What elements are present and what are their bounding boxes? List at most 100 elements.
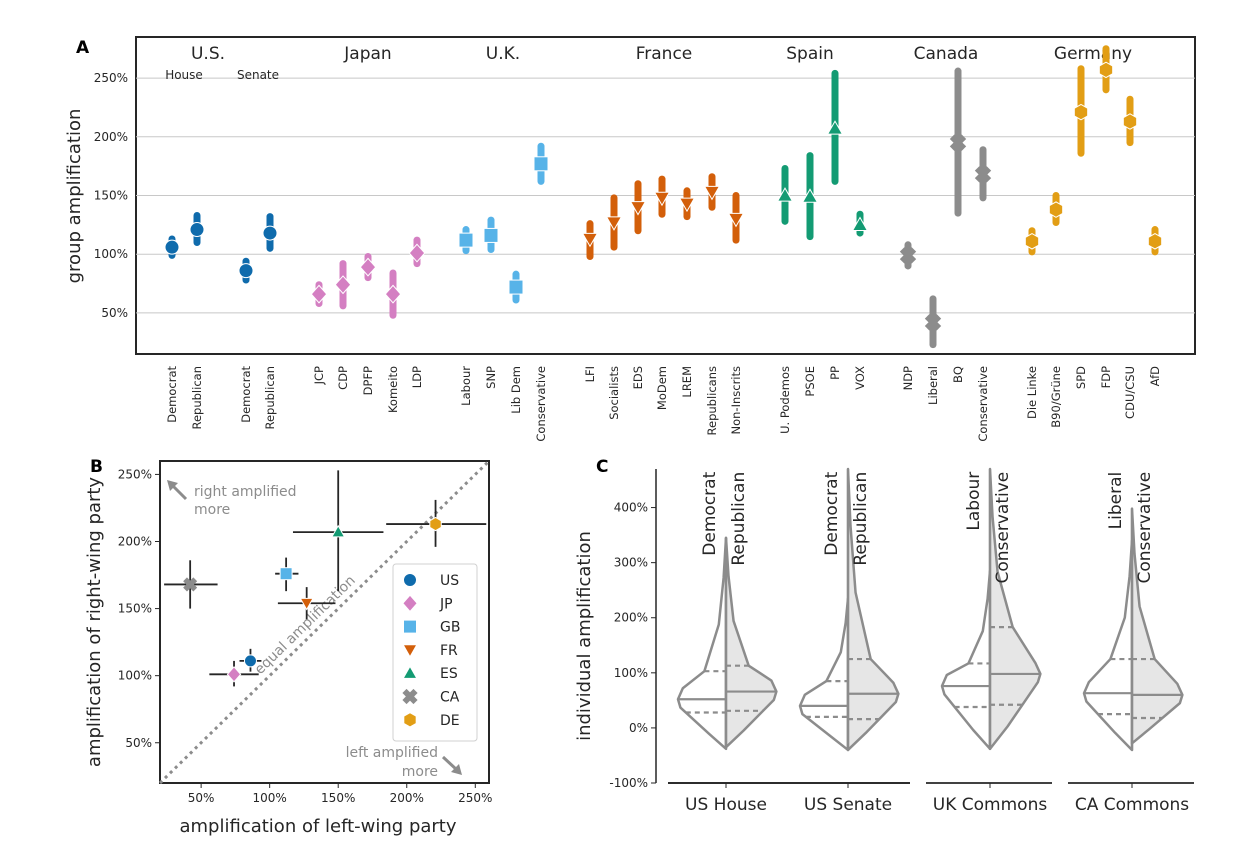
party-marker <box>678 197 696 213</box>
party-label: PSOE <box>803 366 817 397</box>
party-marker <box>974 166 992 183</box>
violin-right-label: Conservative <box>1135 472 1155 584</box>
legend-label: FR <box>440 643 458 659</box>
panel-b-ytick-label: 250% <box>118 467 152 481</box>
party-label: Labour <box>459 366 473 406</box>
violin-left-half <box>1082 539 1134 752</box>
panel-b-xlabel: amplification of left-wing party <box>179 816 456 837</box>
legend-label: JP <box>439 596 453 612</box>
party-marker <box>605 216 623 231</box>
panel-a-label: A <box>76 38 90 58</box>
party-label: SPD <box>1074 366 1088 389</box>
legend-label: DE <box>440 713 460 729</box>
panel-b-ylabel: amplification of right-wing party <box>84 477 105 768</box>
panel-b-ytick-label: 100% <box>118 669 152 683</box>
country-point <box>243 654 257 668</box>
party-marker <box>899 247 917 264</box>
panel-b-ytick-label: 50% <box>125 736 152 750</box>
legend-box <box>392 563 478 742</box>
party-marker <box>1122 113 1138 130</box>
panel-a-ytick-label: 100% <box>94 247 128 261</box>
party-label: Conservative <box>534 366 548 442</box>
legend-marker <box>402 688 418 705</box>
country-point <box>226 666 242 683</box>
country-label: Germany <box>1054 44 1132 64</box>
party-label: NDP <box>901 366 915 390</box>
country-point <box>331 524 346 538</box>
party-label: Non-Inscrits <box>729 366 743 435</box>
country-label: U.S. <box>191 44 225 64</box>
party-label: Lib Dem <box>509 366 523 414</box>
party-marker <box>189 222 205 238</box>
party-label: JCP <box>312 366 326 385</box>
party-marker-stroke2 <box>949 134 967 151</box>
legend-marker <box>403 573 417 587</box>
party-label: AfD <box>1148 366 1162 387</box>
country-label: U.K. <box>486 44 520 64</box>
country-label: Spain <box>786 44 834 64</box>
panel-a-yticks: 50% 100% 150% 200% 250% <box>94 71 128 320</box>
panel-a-ylabel: group amplification <box>64 109 85 284</box>
panel-c-ytick-label: 0% <box>629 721 648 735</box>
party-marker <box>727 212 745 228</box>
party-marker <box>334 275 352 295</box>
party-label: U. Podemos <box>778 366 792 434</box>
party-marker-stroke2 <box>899 247 917 264</box>
party-label: B90/Grüne <box>1049 366 1063 428</box>
legend-label: CA <box>440 690 460 706</box>
party-label: BQ <box>951 366 965 383</box>
panel-a-ytick-label: 50% <box>101 306 128 320</box>
party-marker <box>1098 61 1114 79</box>
party-label: Republican <box>190 366 204 430</box>
party-marker <box>238 263 254 279</box>
party-label: Liberal <box>926 366 940 405</box>
violin-right-half <box>1130 507 1184 745</box>
panel-b-label: B <box>90 457 103 477</box>
arrow-down-right-icon-head <box>451 764 462 775</box>
violin-right-label: Republican <box>729 472 749 566</box>
panel-b-xtick-label: 100% <box>253 791 287 805</box>
panel-b-frame <box>159 460 490 784</box>
arrow-up-left-icon <box>170 483 188 501</box>
party-label: Republican <box>263 366 277 430</box>
party-marker <box>359 257 377 277</box>
panel-c-ytick-label: 200% <box>614 611 648 625</box>
legend-label: US <box>440 573 459 589</box>
equal-amplification-label: equal amplification <box>252 573 359 678</box>
party-label: LDP <box>410 366 424 388</box>
legend-label: GB <box>440 620 460 636</box>
party-marker <box>581 232 599 248</box>
violin-right-half <box>724 536 778 749</box>
panel-b-ytick-label: 200% <box>118 535 152 549</box>
panel-b-xtick-label: 50% <box>188 791 215 805</box>
legend-label: ES <box>440 666 458 682</box>
panel-c-ytick-label: 100% <box>614 666 648 680</box>
panel-b-legend: US JP GB FR ES CA DE <box>392 563 478 742</box>
panel-b-xtick-label: 250% <box>458 791 492 805</box>
party-marker <box>776 187 794 202</box>
violin-left-label: Democrat <box>700 471 720 555</box>
panel-a-ytick-label: 200% <box>94 130 128 144</box>
panel-c-group-label: UK Commons <box>933 795 1048 815</box>
panel-c-group-label: US House <box>685 795 767 815</box>
party-label: Democrat <box>165 366 179 423</box>
panel-c-ytick-label: 400% <box>614 501 648 515</box>
panel-b-xtick-label: 150% <box>321 791 355 805</box>
country-label: France <box>636 44 693 64</box>
legend-marker <box>402 665 418 679</box>
sub-label-senate: Senate <box>237 68 279 82</box>
country-point <box>279 567 293 581</box>
party-marker-stroke2 <box>974 166 992 183</box>
violin-right-label: Republican <box>851 472 871 566</box>
party-label: LREM <box>680 366 694 398</box>
arrow-up-left-icon-head <box>167 480 178 491</box>
panel-b-marks <box>164 470 487 687</box>
country-label: Canada <box>914 44 979 64</box>
panel-c-violins: Democrat Republican US House Democrat Republ… <box>668 467 1194 815</box>
party-label: MoDem <box>655 366 669 410</box>
party-marker <box>458 232 474 248</box>
party-marker <box>262 225 278 241</box>
party-marker <box>949 134 967 151</box>
panel-a-marks <box>164 45 1163 349</box>
country-label: Japan <box>343 44 391 64</box>
